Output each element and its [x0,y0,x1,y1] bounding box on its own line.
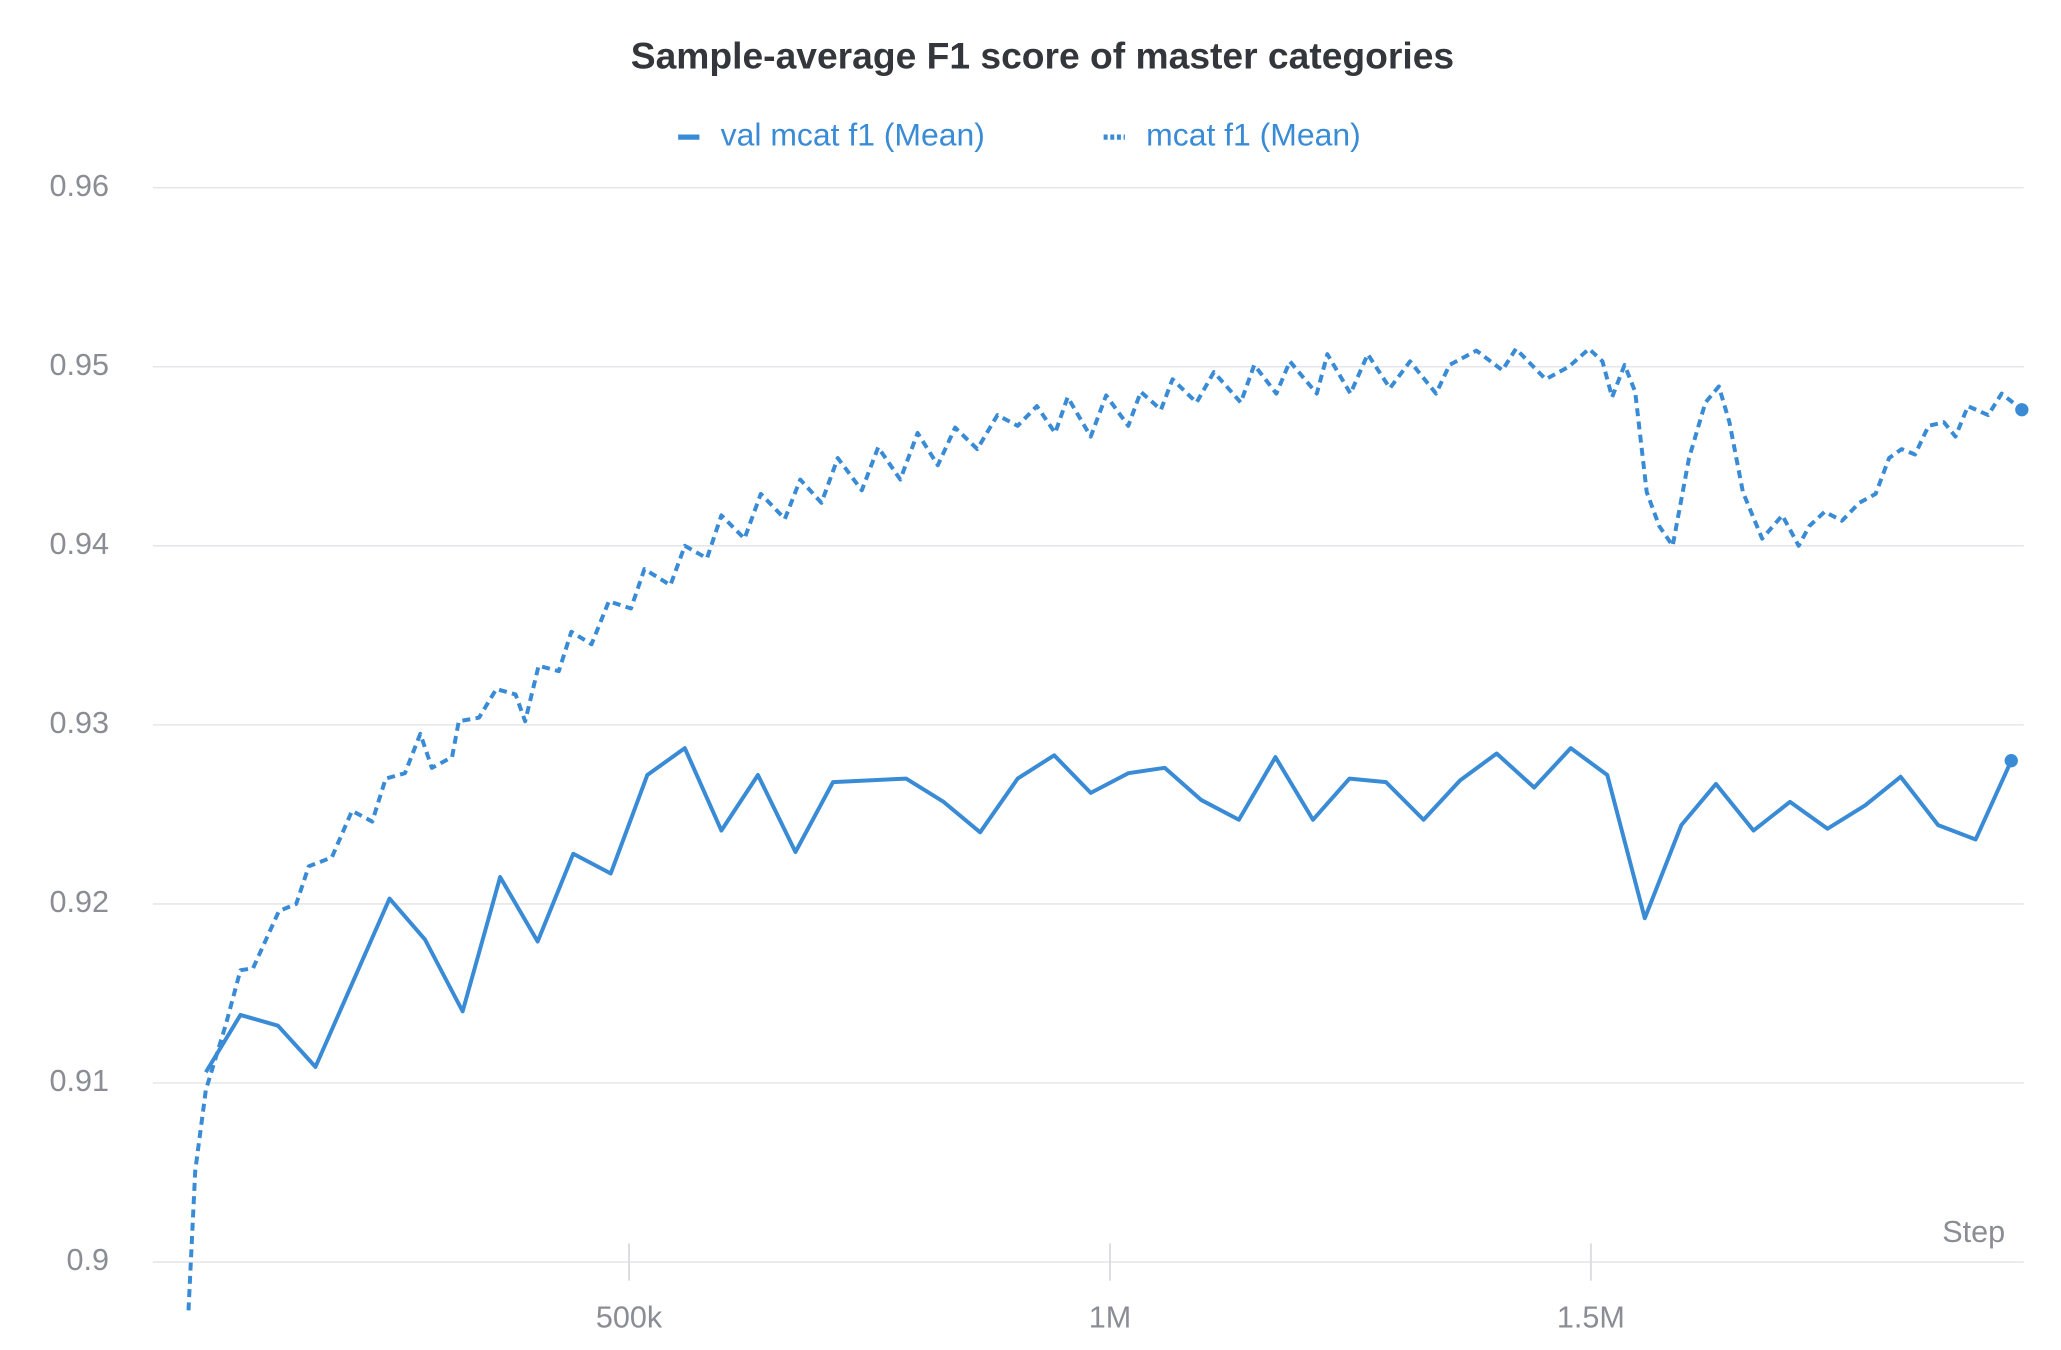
x-tick-label: 1.5M [1557,1300,1625,1334]
series-line [186,346,2024,1311]
series-line [204,746,2014,1074]
end-point [2004,754,2018,768]
y-tick-label: 0.94 [50,527,110,561]
y-tick-label: 0.9 [67,1243,110,1277]
y-tick-label: 0.93 [50,706,110,740]
legend-label: val mcat f1 (Mean) [721,117,985,153]
x-tick-label: 500k [596,1300,663,1334]
legend-label: mcat f1 (Mean) [1146,117,1361,153]
end-point [2015,403,2029,417]
x-axis-label: Step [1942,1215,2005,1249]
x-tick-label: 1M [1089,1300,1131,1334]
y-tick-label: 0.95 [50,348,110,382]
y-tick-label: 0.92 [50,885,110,919]
y-tick-label: 0.96 [50,169,110,203]
y-tick-label: 0.91 [50,1064,110,1098]
chart-title: Sample-average F1 score of master catego… [631,35,1454,77]
